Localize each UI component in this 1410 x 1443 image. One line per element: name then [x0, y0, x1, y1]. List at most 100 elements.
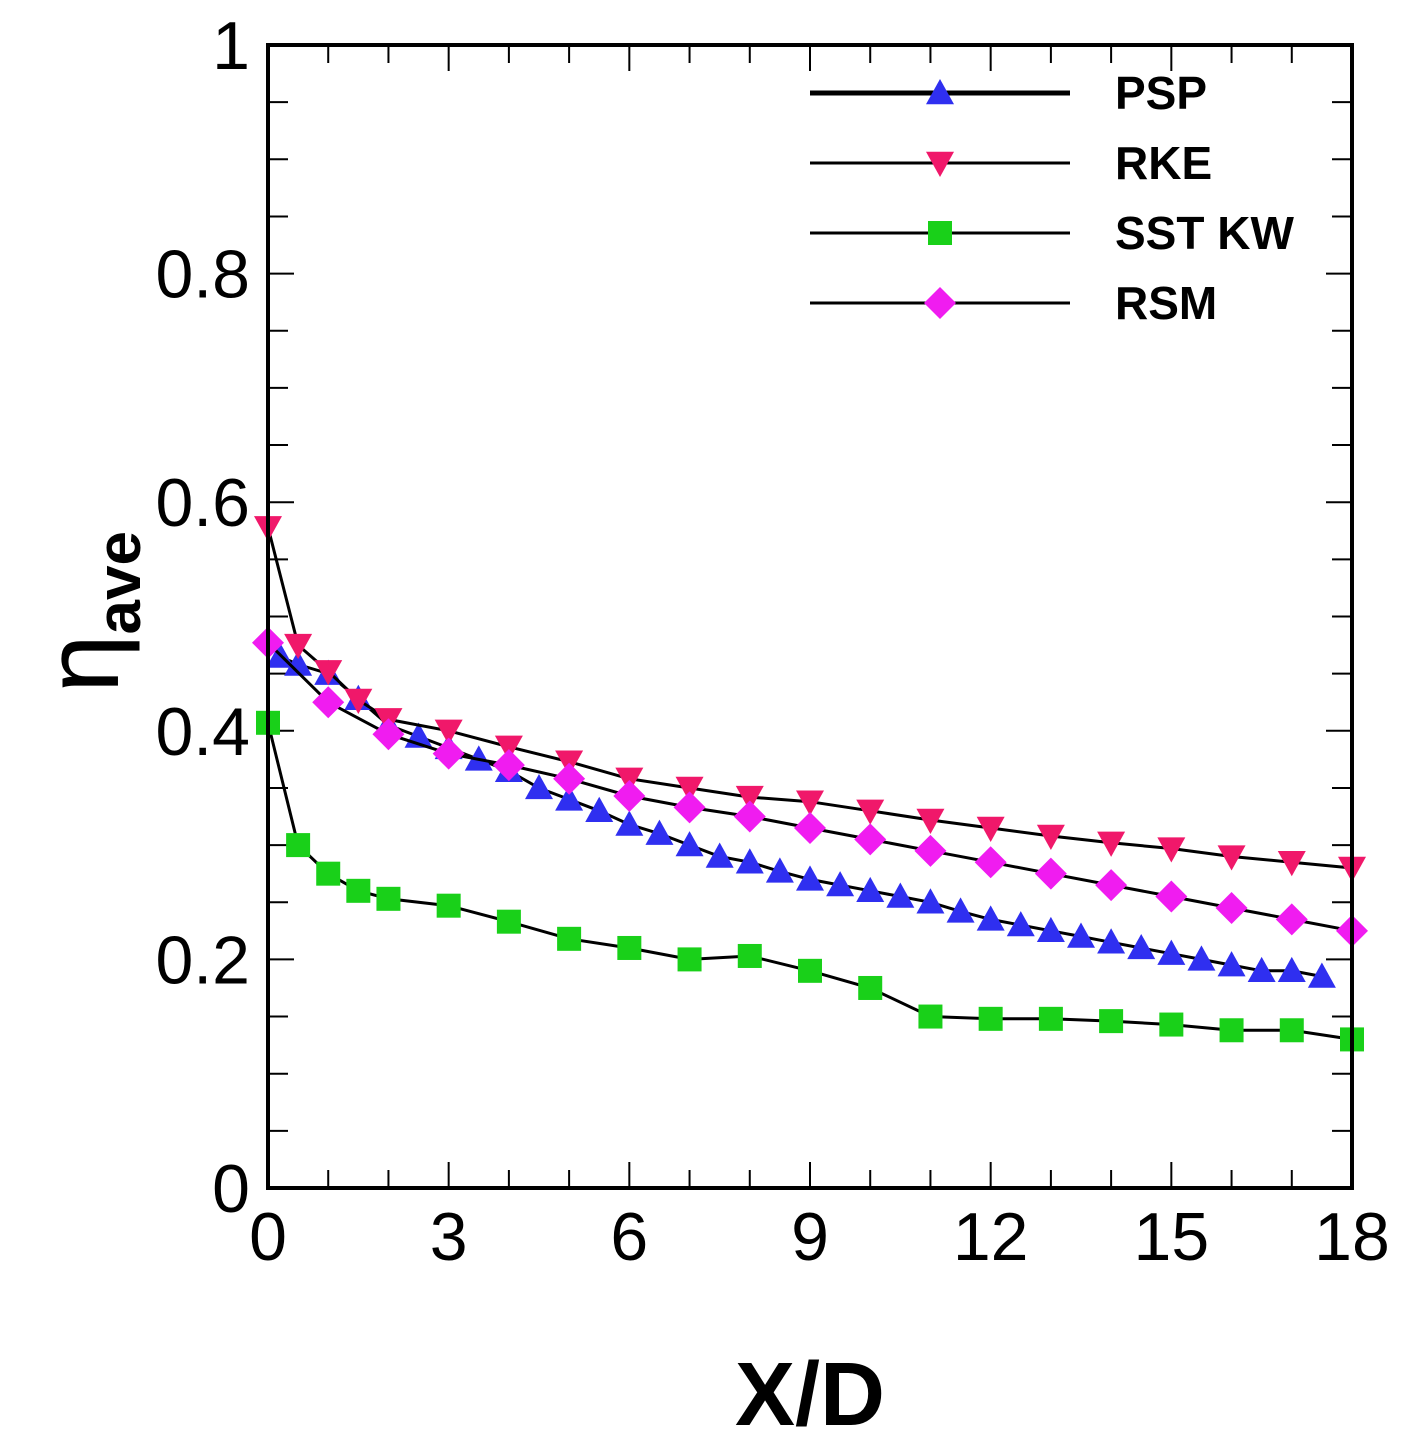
y-tick-label: 0.2: [155, 922, 250, 998]
data-point-rke: [1277, 851, 1306, 877]
data-point-sst-kw: [1219, 1018, 1244, 1043]
data-point-psp: [886, 882, 915, 908]
legend: PSP RKE SST KW RSM: [810, 67, 1294, 329]
data-point-rke: [1217, 845, 1246, 871]
data-point-sst-kw: [1279, 1018, 1304, 1043]
x-tick-label: 18: [1314, 1199, 1390, 1275]
data-point-rsm: [553, 762, 586, 795]
data-point-psp: [1277, 956, 1306, 983]
x-tick-label: 0: [249, 1199, 287, 1275]
data-point-rke: [1036, 824, 1065, 850]
data-point-rsm: [673, 791, 706, 824]
y-tick-label: 0: [212, 1151, 250, 1227]
data-point-rsm: [914, 834, 947, 867]
data-point-sst-kw: [346, 878, 371, 903]
series-psp: [266, 642, 1336, 988]
x-tick-label: 9: [791, 1199, 829, 1275]
y-tick-label: 1: [212, 8, 250, 84]
data-point-psp: [735, 848, 764, 874]
tick-marks: [267, 44, 1353, 1189]
data-point-rke: [314, 660, 343, 686]
y-tick-labels: 0 0.2 0.4 0.6 0.8 1: [155, 8, 250, 1227]
series-line-psp: [279, 655, 1323, 978]
data-point-psp: [1067, 922, 1095, 948]
x-tick-label: 3: [430, 1199, 468, 1275]
plot-frame: [266, 43, 1354, 1190]
data-point-rsm: [733, 800, 766, 833]
data-point-rsm: [372, 718, 405, 751]
data-point-psp: [1187, 945, 1216, 971]
data-point-sst-kw: [1159, 1012, 1184, 1037]
series-sst-kw: [256, 710, 1364, 1052]
data-point-sst-kw: [436, 893, 461, 918]
data-point-sst-kw: [316, 861, 341, 886]
data-point-psp: [675, 831, 704, 857]
data-point-sst-kw: [858, 975, 883, 1000]
y-axis-title: ηave: [24, 531, 154, 693]
data-point-psp: [615, 810, 644, 836]
data-point-psp: [1006, 911, 1035, 937]
legend-label: RSM: [1115, 277, 1217, 329]
data-point-sst-kw: [496, 909, 521, 934]
x-axis-title: X/D: [735, 1345, 885, 1443]
svg-text:ηave: ηave: [24, 531, 154, 693]
data-point-sst-kw: [557, 926, 582, 951]
data-point-rke: [916, 808, 945, 834]
legend-marker-psp: [926, 79, 954, 105]
x-tick-label: 6: [610, 1199, 648, 1275]
data-point-psp: [705, 842, 734, 868]
x-tick-label: 15: [1134, 1199, 1210, 1275]
data-point-sst-kw: [286, 833, 311, 858]
data-point-sst-kw: [1099, 1009, 1124, 1034]
data-point-rsm: [1155, 880, 1188, 913]
data-point-psp: [585, 796, 614, 823]
data-point-rsm: [1034, 857, 1067, 890]
data-point-rsm: [492, 749, 525, 782]
y-axis-title-main: η: [24, 635, 141, 693]
data-point-sst-kw: [978, 1006, 1003, 1031]
data-point-sst-kw: [617, 935, 642, 960]
legend-item-rke: RKE: [810, 137, 1212, 189]
data-point-psp: [1036, 916, 1065, 943]
series-layer: [252, 516, 1368, 1052]
data-point-rke: [796, 790, 824, 816]
data-point-rke: [434, 719, 463, 745]
data-point-psp: [916, 888, 945, 914]
data-point-sst-kw: [376, 886, 401, 911]
data-point-rsm: [432, 737, 465, 770]
data-point-sst-kw: [798, 958, 822, 983]
data-point-psp: [1307, 962, 1336, 988]
legend-item-rsm: RSM: [810, 277, 1217, 329]
data-point-rke: [1097, 831, 1126, 857]
data-point-psp: [1217, 951, 1246, 977]
series-rsm: [252, 626, 1368, 947]
legend-label: PSP: [1115, 67, 1207, 119]
data-point-psp: [555, 785, 584, 811]
data-point-sst-kw: [677, 947, 702, 972]
data-point-psp: [645, 819, 674, 845]
x-tick-labels: 0 3 6 9 12 15 18: [249, 1199, 1390, 1275]
y-tick-label: 0.8: [155, 237, 250, 313]
legend-label: RKE: [1115, 137, 1212, 189]
data-point-rke: [284, 633, 313, 660]
legend-label: SST KW: [1115, 207, 1294, 259]
data-point-psp: [1157, 939, 1186, 965]
data-point-psp: [284, 650, 313, 676]
x-tick-label: 12: [953, 1199, 1029, 1275]
data-point-rsm: [1275, 903, 1308, 936]
data-point-psp: [765, 857, 794, 883]
data-point-psp: [1247, 956, 1276, 983]
data-point-rke: [1157, 837, 1186, 863]
data-point-rsm: [974, 846, 1007, 879]
data-point-rke: [494, 735, 523, 761]
data-point-rsm: [794, 811, 826, 844]
data-point-rke: [344, 688, 373, 714]
data-point-rke: [675, 776, 704, 802]
data-point-rke: [976, 816, 1005, 842]
y-axis-title-sub: ave: [85, 531, 154, 634]
data-point-sst-kw: [737, 943, 762, 968]
data-point-psp: [796, 865, 824, 891]
data-point-psp: [856, 876, 885, 903]
legend-item-psp: PSP: [810, 67, 1207, 119]
